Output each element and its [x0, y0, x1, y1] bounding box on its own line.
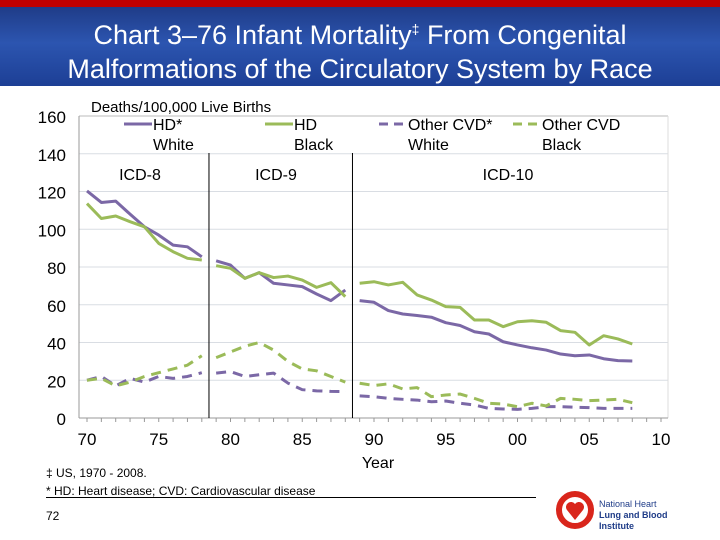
x-tick-label: 95 — [436, 430, 455, 449]
logo-text-line2: Lung and Blood Institute — [599, 510, 668, 531]
title-text: Chart 3–76 Infant Mortality — [93, 20, 412, 50]
y-tick-label: 100 — [38, 221, 66, 240]
title-banner: Chart 3–76 Infant Mortality‡ From Congen… — [0, 0, 720, 86]
legend-label: White — [153, 137, 194, 154]
title-text-cont: From Congenital — [419, 20, 627, 50]
y-tick-label: 40 — [47, 335, 66, 354]
abbreviation-footnote: * HD: Heart disease; CVD: Cardiovascular… — [46, 484, 316, 498]
title-footnote-mark: ‡ — [411, 21, 420, 37]
y-tick-label: 60 — [47, 297, 66, 316]
heart-lung-logo-icon — [556, 491, 594, 529]
logo-text-line1: National Heart — [599, 499, 657, 509]
series-line-other-cvd-black — [359, 381, 633, 409]
legend-label: Black — [294, 137, 334, 154]
title-line-2: Malformations of the Circulatory System … — [67, 54, 653, 84]
y-axis-label: Deaths/100,000 Live Births — [91, 99, 271, 116]
page-number: 72 — [46, 509, 60, 523]
series-line-hd-white — [86, 189, 203, 259]
series-line-other-cvd-white — [215, 370, 346, 394]
x-tick-label: 10 — [652, 430, 671, 449]
y-tick-label: 0 — [57, 410, 66, 429]
y-tick-label: 140 — [38, 146, 66, 165]
x-tick-label: 85 — [293, 430, 312, 449]
series-line-hd-black — [359, 280, 633, 347]
x-tick-label: 70 — [78, 430, 97, 449]
slide-title: Chart 3–76 Infant Mortality‡ From Congen… — [0, 12, 720, 86]
series-line-hd-white — [359, 299, 633, 363]
legend-label: HD* — [153, 117, 182, 134]
legend-label: White — [408, 137, 449, 154]
series-line-other-cvd-black — [86, 354, 203, 388]
series-line-other-cvd-black — [215, 341, 346, 384]
x-tick-label: 80 — [221, 430, 240, 449]
footnote-divider — [46, 497, 536, 498]
legend-label: Black — [542, 137, 582, 154]
source-footnote: ‡ US, 1970 - 2008. — [46, 466, 147, 480]
x-tick-label: 05 — [580, 430, 599, 449]
x-axis-label: Year — [362, 455, 395, 472]
series-line-hd-black — [215, 264, 347, 298]
legend-label: Other CVD — [542, 117, 620, 134]
y-tick-label: 120 — [38, 184, 66, 203]
legend-label: Other CVD* — [408, 117, 492, 134]
era-label: ICD-10 — [483, 167, 534, 184]
series-line-other-cvd-white — [359, 394, 633, 411]
x-tick-label: 90 — [365, 430, 384, 449]
era-label: ICD-8 — [119, 167, 161, 184]
era-label: ICD-9 — [255, 167, 297, 184]
y-tick-label: 160 — [38, 108, 66, 127]
y-tick-label: 80 — [47, 259, 66, 278]
series-line-hd-black — [85, 202, 202, 262]
x-tick-label: 00 — [508, 430, 527, 449]
legend-label: HD — [294, 117, 317, 134]
x-tick-label: 75 — [149, 430, 168, 449]
y-tick-label: 20 — [47, 372, 66, 391]
nhlbi-logo: National Heart Lung and Blood Institute — [555, 490, 695, 531]
